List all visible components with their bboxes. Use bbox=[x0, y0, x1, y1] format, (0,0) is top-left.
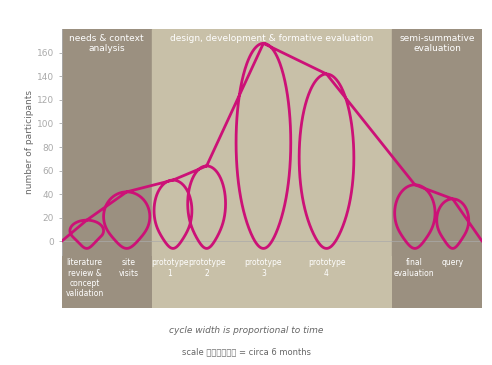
Text: final
evaluation: final evaluation bbox=[394, 258, 434, 277]
Bar bbox=[62, 29, 152, 256]
Text: design, development & formative evaluation: design, development & formative evaluati… bbox=[170, 34, 373, 43]
Text: cycle width is proportional to time: cycle width is proportional to time bbox=[169, 326, 323, 335]
Bar bbox=[392, 29, 482, 256]
Bar bbox=[152, 255, 392, 308]
Bar bbox=[392, 255, 482, 308]
Text: prototype
3: prototype 3 bbox=[245, 258, 282, 277]
Bar bbox=[62, 255, 152, 308]
Text: semi-summative
evaluation: semi-summative evaluation bbox=[399, 34, 475, 53]
Text: literature
review &
concept
validation: literature review & concept validation bbox=[65, 258, 104, 298]
Text: needs & context
analysis: needs & context analysis bbox=[69, 34, 144, 53]
Text: prototype
2: prototype 2 bbox=[188, 258, 225, 277]
Text: scale ⎯⎯⎯⎯⎯⎯ = circa 6 months: scale ⎯⎯⎯⎯⎯⎯ = circa 6 months bbox=[182, 348, 310, 357]
Text: site
visits: site visits bbox=[119, 258, 139, 277]
Y-axis label: number of participants: number of participants bbox=[25, 91, 34, 194]
Bar bbox=[152, 29, 392, 256]
Text: query: query bbox=[442, 258, 464, 267]
Text: prototype
1: prototype 1 bbox=[151, 258, 189, 277]
Text: prototype
4: prototype 4 bbox=[308, 258, 345, 277]
